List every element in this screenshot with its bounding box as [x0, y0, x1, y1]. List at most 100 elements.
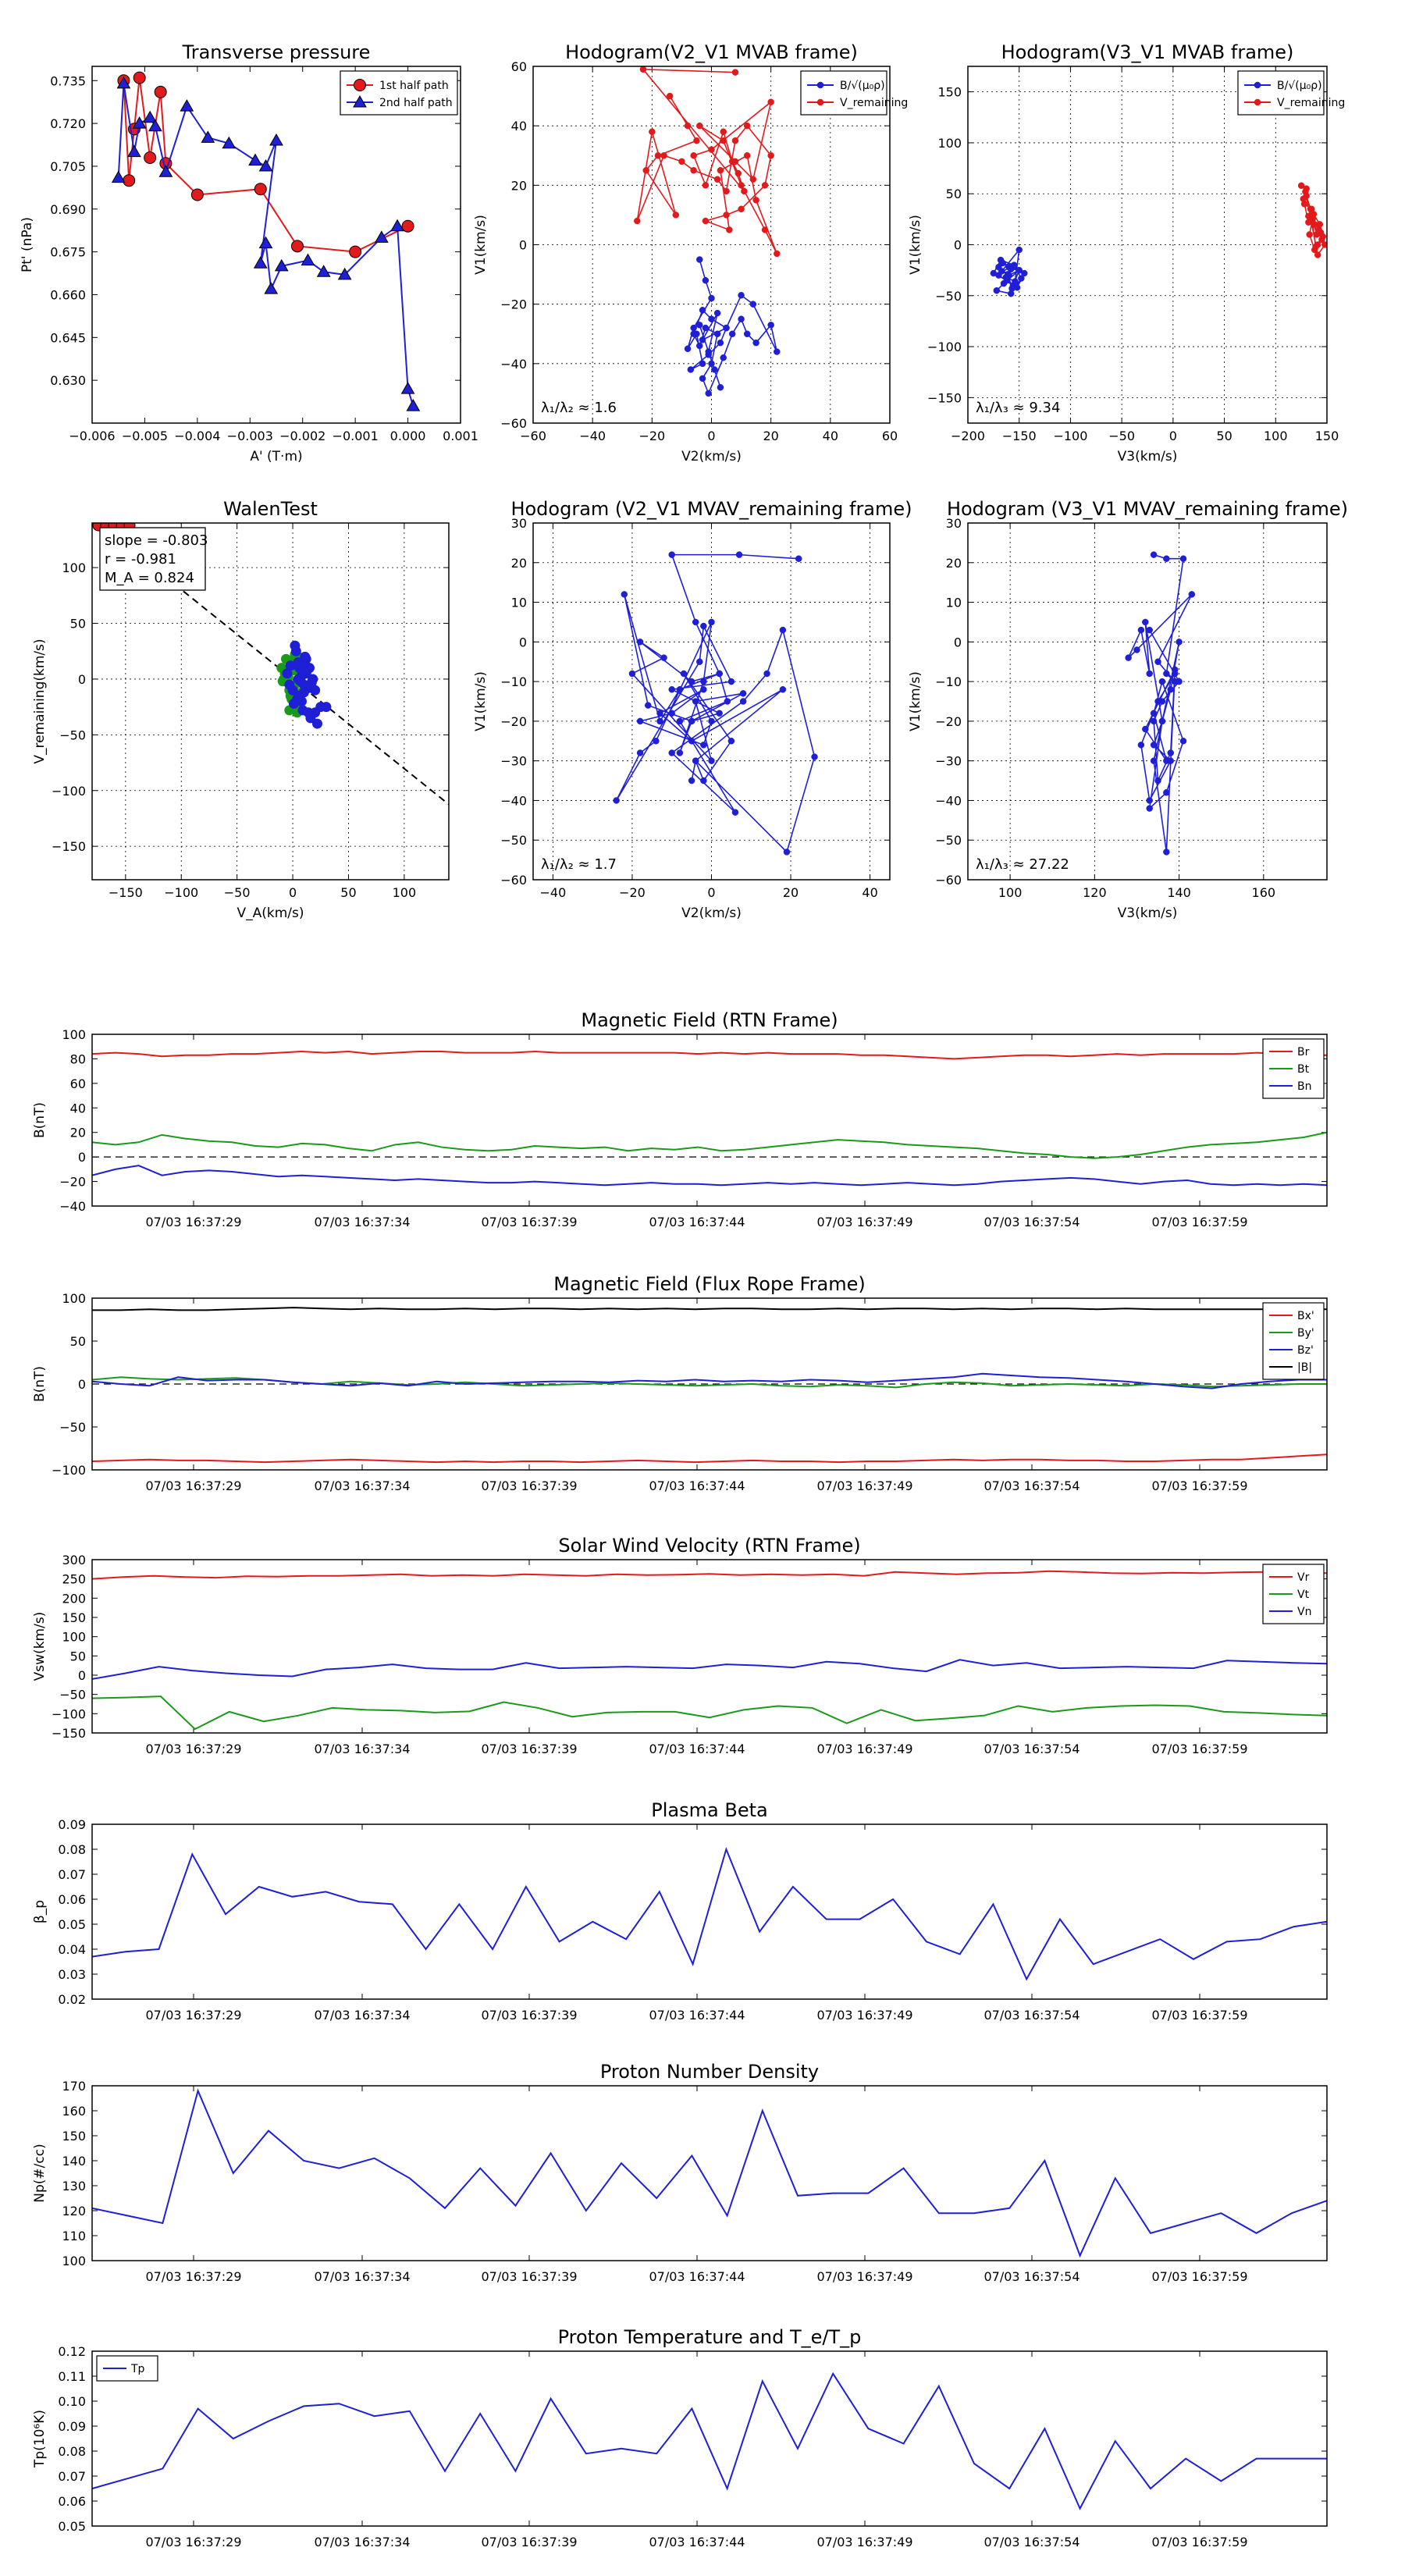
x-tick-label: −0.006	[69, 429, 115, 443]
stats-line: M_A = 0.824	[105, 570, 194, 586]
data-point	[201, 130, 215, 143]
data-point	[274, 258, 289, 272]
data-point	[763, 670, 770, 678]
y-axis-label: β_p	[32, 1900, 48, 1923]
plot-area	[92, 1846, 1327, 1981]
data-point	[708, 618, 715, 626]
data-point	[676, 749, 684, 756]
legend-label: V_remaining	[840, 97, 908, 109]
data-point	[692, 618, 699, 626]
y-tick-label: 0	[954, 238, 962, 253]
x-axis-label: V2(km/s)	[681, 449, 742, 464]
chart-h4: 100 120 140 160 −60 −50 −40 −30 −20 −10 0 10 20 30Hod…	[908, 498, 1348, 921]
x-tick-label: 07/03 16:37:44	[649, 2269, 745, 2284]
data-point	[690, 152, 697, 159]
legend-frame	[1237, 70, 1325, 116]
data-point	[699, 375, 706, 382]
y-tick-label: 110	[62, 2229, 86, 2243]
data-point	[690, 330, 697, 337]
data-point	[656, 717, 663, 725]
data-point	[738, 291, 745, 299]
legend-label: By'	[1297, 1327, 1314, 1340]
data-point	[258, 158, 273, 172]
x-tick-label: −40	[540, 885, 567, 900]
y-tick-label: 0.06	[58, 2494, 86, 2509]
data-point	[727, 678, 735, 685]
data-point	[779, 626, 787, 634]
x-tick-label: 07/03 16:37:34	[314, 2008, 410, 2023]
data-point	[1179, 555, 1187, 562]
data-point	[1300, 195, 1307, 202]
stats-line: r = -0.981	[105, 551, 176, 568]
x-tick-label: 0	[289, 885, 297, 900]
x-tick-label: −150	[1002, 429, 1037, 443]
x-tick-label: 07/03 16:37:54	[984, 1215, 1080, 1229]
data-point	[795, 555, 802, 562]
data-point	[702, 324, 710, 332]
x-tick-label: 0.000	[390, 429, 426, 443]
y-tick-label: −100	[52, 784, 86, 799]
data-point	[699, 360, 706, 368]
data-point	[713, 309, 721, 317]
data-point	[696, 342, 703, 350]
data-point	[700, 742, 707, 749]
plot-frame	[532, 522, 891, 881]
data-point	[702, 276, 710, 284]
plot-area	[990, 182, 1327, 297]
data-point	[708, 315, 715, 322]
data-point	[717, 339, 724, 347]
data-point	[349, 245, 362, 258]
data-point	[406, 399, 421, 411]
y-tick-label: 100	[62, 1291, 86, 1306]
y-tick-label: −60	[935, 873, 962, 888]
data-point	[222, 136, 237, 149]
data-point	[1018, 275, 1025, 282]
data-point	[636, 639, 644, 646]
y-tick-label: 0.09	[58, 1817, 86, 1832]
x-tick-label: 07/03 16:37:29	[145, 2535, 241, 2549]
series-line	[92, 2088, 1327, 2258]
data-point	[1146, 626, 1153, 634]
legend-label: B/√(μ₀ρ)	[1277, 80, 1322, 92]
legend-label: V_remaining	[1277, 97, 1345, 109]
data-point	[290, 640, 301, 651]
x-tick-label: 07/03 16:37:29	[145, 1478, 241, 1493]
data-point	[690, 167, 697, 174]
data-point	[688, 738, 695, 745]
legend-marker	[1254, 81, 1261, 89]
x-tick-label: 07/03 16:37:59	[1151, 1478, 1247, 1493]
y-tick-label: 0	[78, 1668, 86, 1683]
legend: B/√(μ₀ρ) V_remaining	[800, 70, 908, 116]
y-tick-label: 100	[62, 1027, 86, 1042]
x-tick-label: 07/03 16:37:54	[984, 2269, 1080, 2284]
x-tick-label: 07/03 16:37:44	[649, 2535, 745, 2549]
data-point	[123, 174, 136, 187]
data-point	[628, 670, 636, 678]
data-point	[656, 710, 663, 717]
data-point	[699, 307, 706, 314]
plot-frame	[91, 1297, 1328, 1471]
plot-frame	[967, 522, 1328, 881]
y-tick-label: 10	[511, 596, 527, 610]
data-point	[1163, 670, 1170, 678]
plot-frame	[91, 1823, 1328, 2000]
y-tick-label: 0.04	[58, 1942, 86, 1957]
chart-walen: −150 −100 −50 0 50 100 −150 −100 −50 0 50 100 WalenT…	[32, 498, 450, 921]
x-tick-label: 160	[1252, 885, 1276, 900]
data-point	[1150, 742, 1158, 749]
legend-label: 2nd half path	[379, 97, 453, 109]
x-tick-label: 07/03 16:37:34	[314, 2269, 410, 2284]
y-tick-label: 0	[78, 1150, 86, 1165]
x-tick-label: 07/03 16:37:44	[649, 2008, 745, 2023]
x-tick-label: 07/03 16:37:59	[1151, 1215, 1247, 1229]
y-tick-label: 10	[946, 596, 962, 610]
legend-label: Vt	[1297, 1589, 1310, 1601]
y-tick-label: 0.675	[50, 245, 86, 260]
x-tick-label: 07/03 16:37:49	[816, 1478, 912, 1493]
data-point	[1150, 710, 1158, 717]
data-point	[613, 797, 620, 804]
y-tick-label: 150	[62, 2129, 86, 2144]
data-point	[1150, 551, 1158, 558]
data-point	[767, 322, 774, 329]
data-point	[400, 382, 415, 394]
